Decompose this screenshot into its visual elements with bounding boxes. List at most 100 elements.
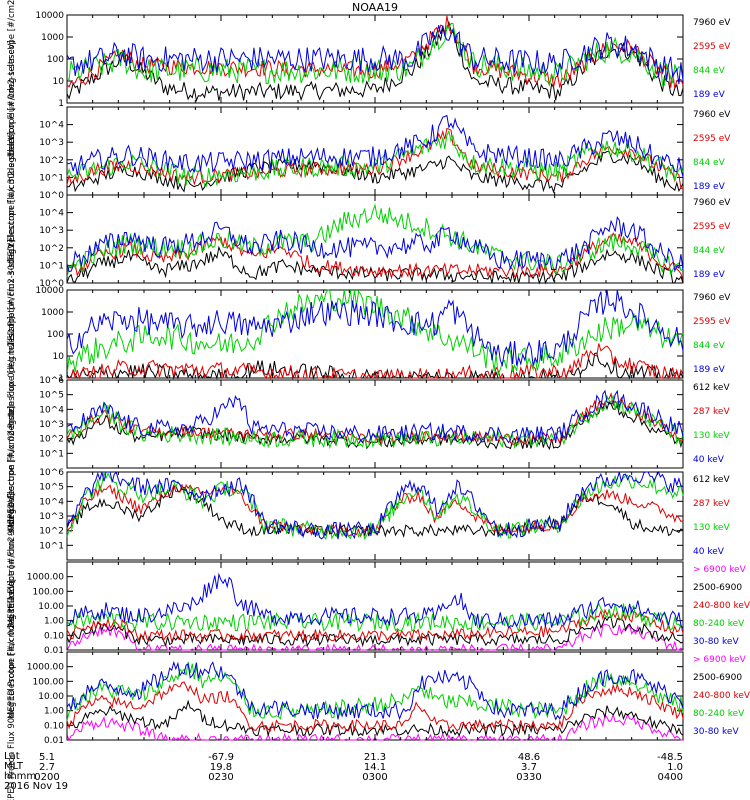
- y-tick-label: 10^4: [39, 121, 64, 131]
- y-tick-label: 10^6: [39, 468, 64, 478]
- y-tick-label: 10.00: [38, 602, 64, 612]
- series-line: [66, 20, 684, 103]
- y-tick-label: 10^2: [39, 156, 64, 166]
- footer-hhmm-label: 0230: [208, 772, 233, 783]
- footer-lat-label: -67.9: [208, 752, 234, 763]
- y-tick-label: 10^5: [39, 391, 64, 401]
- legend-entry: 612 keV: [693, 475, 730, 485]
- legend-entry: 189 eV: [693, 90, 726, 100]
- series-line: [66, 215, 684, 273]
- y-tick-label: 10^4: [39, 405, 64, 415]
- legend-entry: 40 keV: [693, 547, 725, 557]
- y-tick-label: 10^1: [39, 261, 64, 271]
- legend-entry: 189 eV: [693, 182, 726, 192]
- footer-row-label-hhmm: hhmm: [4, 771, 37, 782]
- y-tick-label: 10: [53, 352, 65, 362]
- footer-mlt-label: 2.7: [39, 762, 55, 773]
- legend-entry: 2500-6900: [693, 673, 742, 683]
- y-tick-label: 10^5: [39, 483, 64, 493]
- y-tick-label: 10^6: [39, 376, 64, 386]
- series-line: [66, 129, 684, 187]
- panel-frame: [66, 471, 684, 561]
- y-tick-label: 10^4: [39, 209, 64, 219]
- series-line: [66, 608, 684, 643]
- footer-row-label-mlt: MLT: [4, 761, 23, 772]
- footer-mlt-label: 1.0: [667, 762, 683, 773]
- legend-entry: 844 eV: [693, 66, 726, 76]
- legend-entry: 130 keV: [693, 523, 730, 533]
- y-tick-label: 10^3: [39, 138, 64, 148]
- legend-entry: 7960 eV: [693, 18, 731, 28]
- y-tick-label: 1.00: [44, 617, 64, 627]
- y-axis-label: MEPED Proton Flux 90deg telescope [#/cm2…: [7, 580, 17, 800]
- legend-entry: 40 keV: [693, 455, 725, 465]
- legend-entry: 240-800 keV: [693, 601, 750, 611]
- y-tick-label: 100: [47, 330, 64, 340]
- y-tick-label: 0.01: [44, 646, 64, 656]
- series-line: [66, 289, 684, 376]
- series-line: [66, 572, 684, 629]
- series-line: [66, 470, 684, 540]
- y-tick-label: 100.00: [33, 587, 65, 597]
- y-tick-label: 10^2: [39, 435, 64, 445]
- series-line: [66, 151, 684, 194]
- legend-entry: 612 keV: [693, 383, 730, 393]
- legend-entry: 287 keV: [693, 499, 730, 509]
- series-line: [66, 203, 684, 280]
- y-tick-label: 1000: [41, 33, 64, 43]
- series-line: [66, 232, 684, 281]
- legend-entry: 844 eV: [693, 246, 726, 256]
- series-line: [66, 114, 684, 178]
- y-tick-label: 1.00: [44, 707, 64, 717]
- series-line: [66, 660, 684, 721]
- legend-entry: 80-240 keV: [693, 709, 745, 719]
- series-line: [66, 25, 684, 85]
- panel-frame: [66, 106, 684, 196]
- legend-entry: 2595 eV: [693, 222, 731, 232]
- series-line: [66, 15, 684, 89]
- series-line: [66, 394, 684, 450]
- y-tick-label: 10000: [35, 286, 64, 296]
- y-tick-label: 0.10: [44, 721, 64, 731]
- y-tick-label: 100: [47, 55, 64, 65]
- series-line: [66, 661, 684, 721]
- y-tick-label: 10^4: [39, 497, 64, 507]
- series-line: [66, 392, 684, 446]
- y-tick-label: 10^2: [39, 244, 64, 254]
- y-axis-label: MEPED Proton Flux 0deg telescope [#/cm2-…: [7, 493, 17, 719]
- legend-entry: 287 keV: [693, 407, 730, 417]
- legend-entry: 189 eV: [693, 270, 726, 280]
- legend-entry: 240-800 keV: [693, 691, 750, 701]
- y-tick-label: 10^0: [39, 191, 64, 201]
- y-tick-label: 10^1: [39, 541, 64, 551]
- y-axis-label: Electron Flux 0deg telescope [#/cm2-s-st…: [7, 0, 17, 157]
- y-tick-label: 10^3: [39, 512, 64, 522]
- y-tick-label: 1: [58, 99, 64, 109]
- panel-frame: [66, 194, 684, 284]
- footer-lat-label: -48.5: [657, 752, 683, 763]
- legend-entry: 7960 eV: [693, 110, 731, 120]
- legend-entry: > 6900 keV: [693, 655, 747, 665]
- y-axis-label: Proton Flux 0deg telescope [#/cm2-s-str-…: [7, 240, 17, 429]
- footer-hhmm-label: 0400: [658, 772, 683, 783]
- y-tick-label: 1: [58, 374, 64, 384]
- y-tick-label: 0.10: [44, 631, 64, 641]
- footer-hhmm-label: 0200: [34, 772, 59, 783]
- legend-entry: 80-240 keV: [693, 619, 745, 629]
- y-tick-label: 10.00: [38, 692, 64, 702]
- y-tick-label: 10^3: [39, 226, 64, 236]
- legend-entry: 189 eV: [693, 365, 726, 375]
- footer-mlt-label: 14.1: [364, 762, 386, 773]
- legend-entry: 30-80 keV: [693, 727, 739, 737]
- legend-entry: > 6900 keV: [693, 565, 747, 575]
- legend-entry: 7960 eV: [693, 198, 731, 208]
- series-line: [67, 343, 684, 380]
- series-line: [66, 699, 684, 738]
- footer-lat-label: 5.1: [39, 752, 55, 763]
- legend-entry: 2595 eV: [693, 42, 731, 52]
- series-line: [66, 483, 684, 538]
- chart-title: NOAA19: [351, 1, 399, 14]
- y-tick-label: 10: [53, 77, 65, 87]
- legend-entry: 30-80 keV: [693, 637, 739, 647]
